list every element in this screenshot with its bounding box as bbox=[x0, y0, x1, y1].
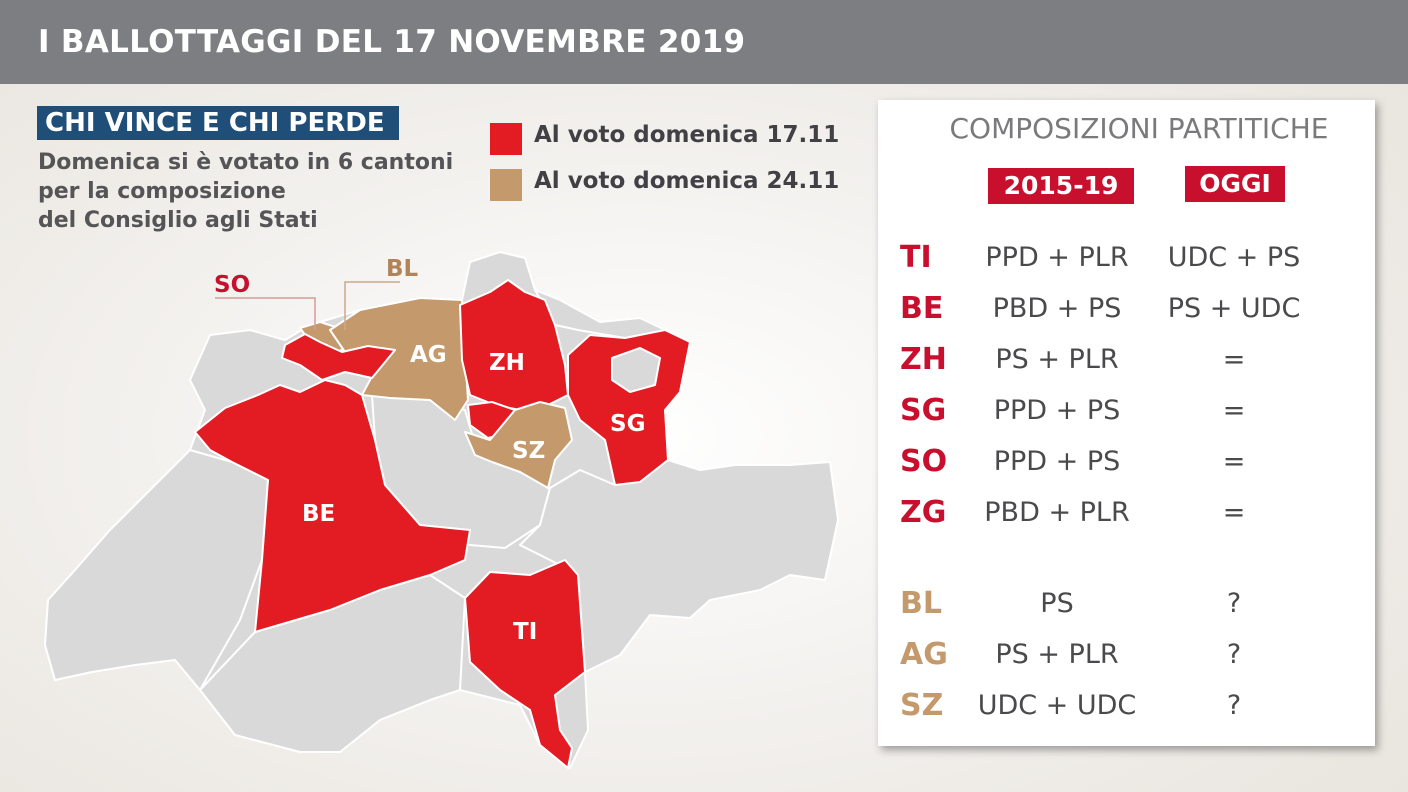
row-value-oggi: = bbox=[1222, 497, 1246, 528]
map-label-ag: AG bbox=[410, 342, 447, 368]
row-canton-code: SZ bbox=[900, 688, 944, 723]
canton-grey-appenzell bbox=[611, 347, 661, 393]
row-value-2015-19: PS + PLR bbox=[995, 639, 1119, 670]
canton-sz bbox=[464, 401, 573, 489]
row-value-oggi: ? bbox=[1226, 690, 1242, 721]
row-value-oggi: UDC + PS bbox=[1167, 242, 1301, 273]
row-value-oggi: = bbox=[1222, 344, 1246, 375]
row-value-2015-19: PPD + PS bbox=[993, 395, 1121, 426]
row-canton-code: BE bbox=[900, 291, 944, 326]
legend-label: Al voto domenica 24.11 bbox=[534, 168, 840, 194]
panel-title: COMPOSIZIONI PARTITICHE bbox=[949, 112, 1329, 145]
row-value-oggi: PS + UDC bbox=[1167, 293, 1301, 324]
row-value-2015-19: PBD + PLR bbox=[984, 497, 1130, 528]
row-value-2015-19: PBD + PS bbox=[992, 293, 1122, 324]
row-value-2015-19: PS bbox=[1040, 588, 1074, 619]
page-title: I BALLOTTAGGI DEL 17 NOVEMBRE 2019 bbox=[38, 24, 746, 60]
map-label-sz: SZ bbox=[512, 438, 545, 464]
row-value-oggi: = bbox=[1222, 395, 1246, 426]
row-canton-code: SO bbox=[900, 444, 948, 479]
column-header-oggi: OGGI bbox=[1185, 166, 1285, 202]
legend-label: Al voto domenica 17.11 bbox=[534, 122, 840, 148]
canton-ti bbox=[464, 559, 586, 769]
row-value-oggi: ? bbox=[1226, 639, 1242, 670]
party-composition-panel: COMPOSIZIONI PARTITICHE 2015-19 OGGI TI P… bbox=[878, 100, 1375, 746]
map-label-bl: BL bbox=[386, 256, 419, 282]
map-label-ti: TI bbox=[513, 619, 537, 645]
row-value-2015-19: PPD + PLR bbox=[985, 242, 1129, 273]
row-canton-code: ZH bbox=[900, 342, 947, 377]
map-label-be: BE bbox=[302, 501, 335, 527]
row-canton-code: AG bbox=[900, 637, 948, 672]
row-canton-code: BL bbox=[900, 586, 942, 621]
so-leader-line bbox=[215, 297, 316, 330]
bl-leader-line bbox=[344, 281, 400, 330]
canton-grey-west bbox=[44, 449, 269, 691]
legend-swatch-red bbox=[490, 123, 522, 155]
subtitle: CHI VINCE E CHI PERDE bbox=[37, 106, 399, 140]
description-line: per la composizione bbox=[38, 179, 286, 204]
canton-be bbox=[194, 379, 471, 633]
row-value-2015-19: PS + PLR bbox=[995, 344, 1119, 375]
column-header-2015-19: 2015-19 bbox=[988, 168, 1134, 204]
header-bar: I BALLOTTAGGI DEL 17 NOVEMBRE 2019 bbox=[0, 0, 1408, 84]
row-canton-code: ZG bbox=[900, 495, 947, 530]
canton-sg bbox=[567, 329, 691, 486]
map-label-sg: SG bbox=[610, 411, 645, 437]
map-label-so: SO bbox=[214, 272, 250, 298]
map-label-zh: ZH bbox=[489, 350, 525, 376]
description: Domenica si è votato in 6 cantoni per la… bbox=[38, 148, 453, 235]
row-canton-code: TI bbox=[900, 240, 932, 275]
row-value-oggi: = bbox=[1222, 446, 1246, 477]
legend-swatch-tan bbox=[490, 169, 522, 201]
row-value-2015-19: PPD + PS bbox=[993, 446, 1121, 477]
canton-zh bbox=[459, 279, 569, 411]
row-value-2015-19: UDC + UDC bbox=[977, 690, 1137, 721]
description-line: Domenica si è votato in 6 cantoni bbox=[38, 150, 454, 175]
description-line: del Consiglio agli Stati bbox=[38, 208, 318, 233]
canton-so bbox=[281, 333, 396, 381]
row-canton-code: SG bbox=[900, 393, 947, 428]
row-value-oggi: ? bbox=[1226, 588, 1242, 619]
